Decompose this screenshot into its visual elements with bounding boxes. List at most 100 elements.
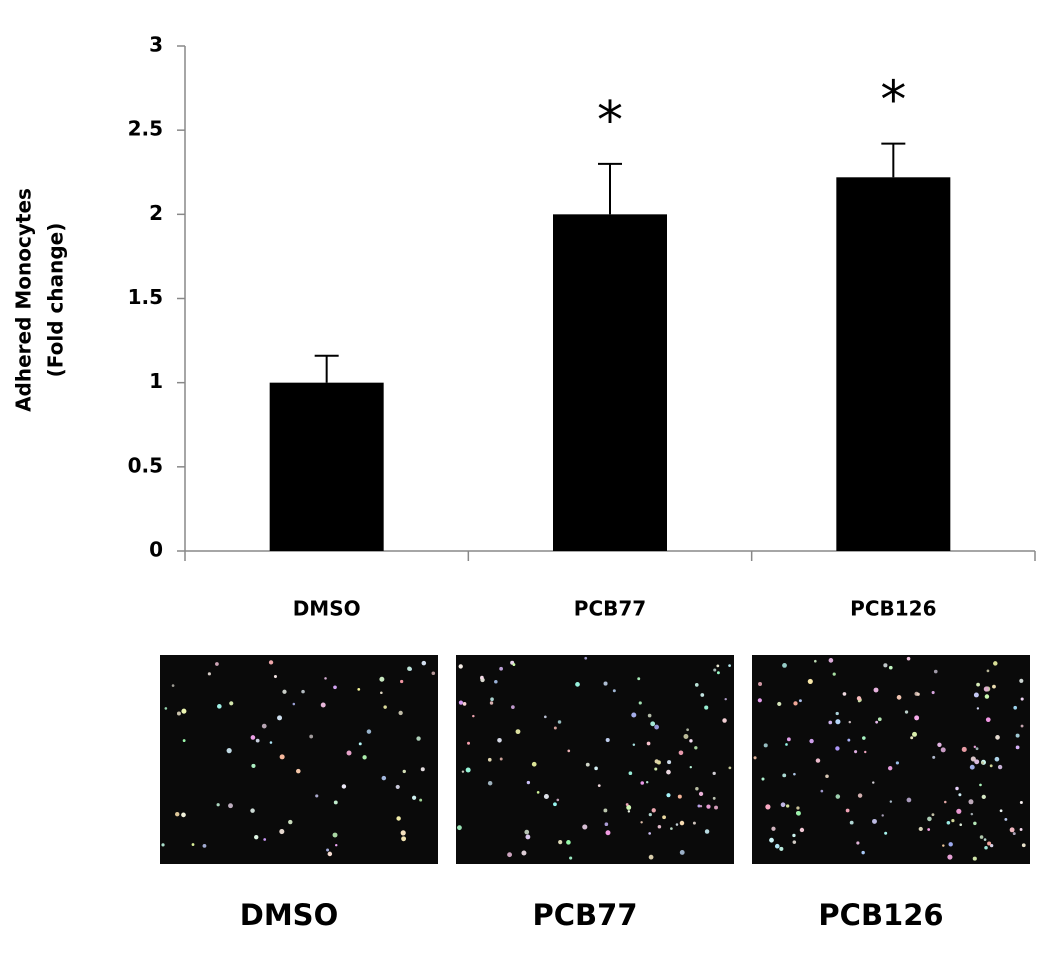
cell bbox=[557, 720, 562, 724]
micrograph bbox=[752, 655, 1030, 864]
y-tick-label: 3 bbox=[149, 33, 163, 57]
cell bbox=[973, 745, 977, 749]
cell bbox=[604, 822, 609, 827]
cell bbox=[849, 820, 854, 825]
bar bbox=[836, 177, 951, 552]
cell bbox=[164, 707, 168, 710]
cell bbox=[1009, 827, 1015, 833]
cell bbox=[692, 821, 696, 825]
cell bbox=[981, 761, 985, 765]
cell bbox=[400, 830, 406, 836]
cell bbox=[969, 764, 975, 770]
cell bbox=[889, 800, 893, 803]
cell bbox=[401, 836, 407, 842]
cell bbox=[358, 742, 362, 746]
micrograph-label: PCB126 bbox=[818, 898, 943, 932]
cell bbox=[462, 702, 467, 706]
cell bbox=[301, 689, 305, 694]
cell bbox=[973, 692, 979, 698]
cell bbox=[706, 804, 711, 809]
cell bbox=[724, 697, 727, 701]
cell bbox=[670, 827, 673, 830]
cell bbox=[1013, 705, 1018, 710]
cell bbox=[494, 679, 498, 684]
cell bbox=[175, 812, 180, 817]
cell bbox=[763, 743, 768, 748]
cell bbox=[777, 701, 782, 707]
cell bbox=[631, 712, 637, 718]
cell bbox=[640, 781, 645, 785]
cell bbox=[888, 665, 893, 670]
cell bbox=[277, 715, 283, 721]
cell bbox=[650, 721, 656, 727]
cell bbox=[976, 707, 980, 710]
cell bbox=[761, 777, 765, 781]
y-axis-label: Adhered Monocytes bbox=[12, 188, 36, 412]
cell bbox=[357, 688, 361, 691]
cell bbox=[628, 771, 633, 776]
cell bbox=[887, 765, 893, 771]
cell bbox=[782, 662, 787, 668]
cell bbox=[526, 780, 531, 785]
y-tick-label: 0 bbox=[149, 538, 163, 562]
cell bbox=[877, 717, 882, 722]
cell bbox=[700, 693, 705, 697]
cell bbox=[292, 702, 296, 706]
cell bbox=[961, 746, 967, 752]
cell bbox=[932, 755, 936, 759]
cell bbox=[366, 729, 372, 734]
cell bbox=[984, 845, 988, 850]
cell bbox=[862, 736, 866, 740]
cell bbox=[728, 766, 732, 770]
cell bbox=[499, 666, 503, 671]
cell bbox=[457, 825, 462, 831]
cell bbox=[553, 726, 557, 730]
y-axis-label: (Fold change) bbox=[44, 223, 68, 378]
cell bbox=[202, 843, 207, 848]
cell bbox=[689, 765, 692, 769]
cell bbox=[792, 833, 796, 838]
cell bbox=[640, 821, 643, 824]
significance-marker: * bbox=[597, 91, 623, 151]
cell bbox=[989, 843, 994, 848]
cell bbox=[716, 664, 720, 668]
cell bbox=[511, 705, 515, 709]
cell bbox=[396, 816, 401, 821]
micrograph-background bbox=[456, 655, 734, 864]
cell bbox=[584, 656, 588, 660]
cell bbox=[657, 824, 662, 829]
cell bbox=[585, 762, 590, 767]
cell bbox=[654, 759, 659, 764]
cell bbox=[873, 687, 879, 693]
cell bbox=[825, 774, 829, 779]
cell bbox=[835, 746, 840, 751]
cell bbox=[333, 800, 338, 805]
cell bbox=[906, 797, 912, 803]
cell bbox=[985, 717, 991, 723]
cell bbox=[856, 841, 860, 845]
cell bbox=[567, 749, 571, 753]
cell bbox=[651, 808, 656, 813]
cell bbox=[984, 694, 990, 699]
cell bbox=[832, 672, 836, 676]
cell bbox=[872, 781, 875, 784]
cell bbox=[946, 820, 951, 825]
cell bbox=[315, 794, 319, 798]
x-tick-label: PCB77 bbox=[574, 597, 646, 621]
x-tick-label: PCB126 bbox=[850, 597, 936, 621]
cell bbox=[515, 729, 521, 735]
cell bbox=[765, 804, 771, 810]
cell bbox=[995, 735, 1000, 740]
cell bbox=[648, 832, 652, 835]
cell bbox=[686, 728, 689, 732]
cell bbox=[603, 808, 608, 813]
cell bbox=[835, 794, 841, 799]
cell bbox=[970, 812, 974, 816]
cell bbox=[716, 671, 720, 675]
cell bbox=[380, 691, 383, 695]
cell bbox=[940, 747, 946, 753]
cell bbox=[884, 831, 888, 835]
cell bbox=[654, 724, 660, 730]
cell bbox=[558, 840, 563, 845]
cell bbox=[594, 766, 598, 771]
